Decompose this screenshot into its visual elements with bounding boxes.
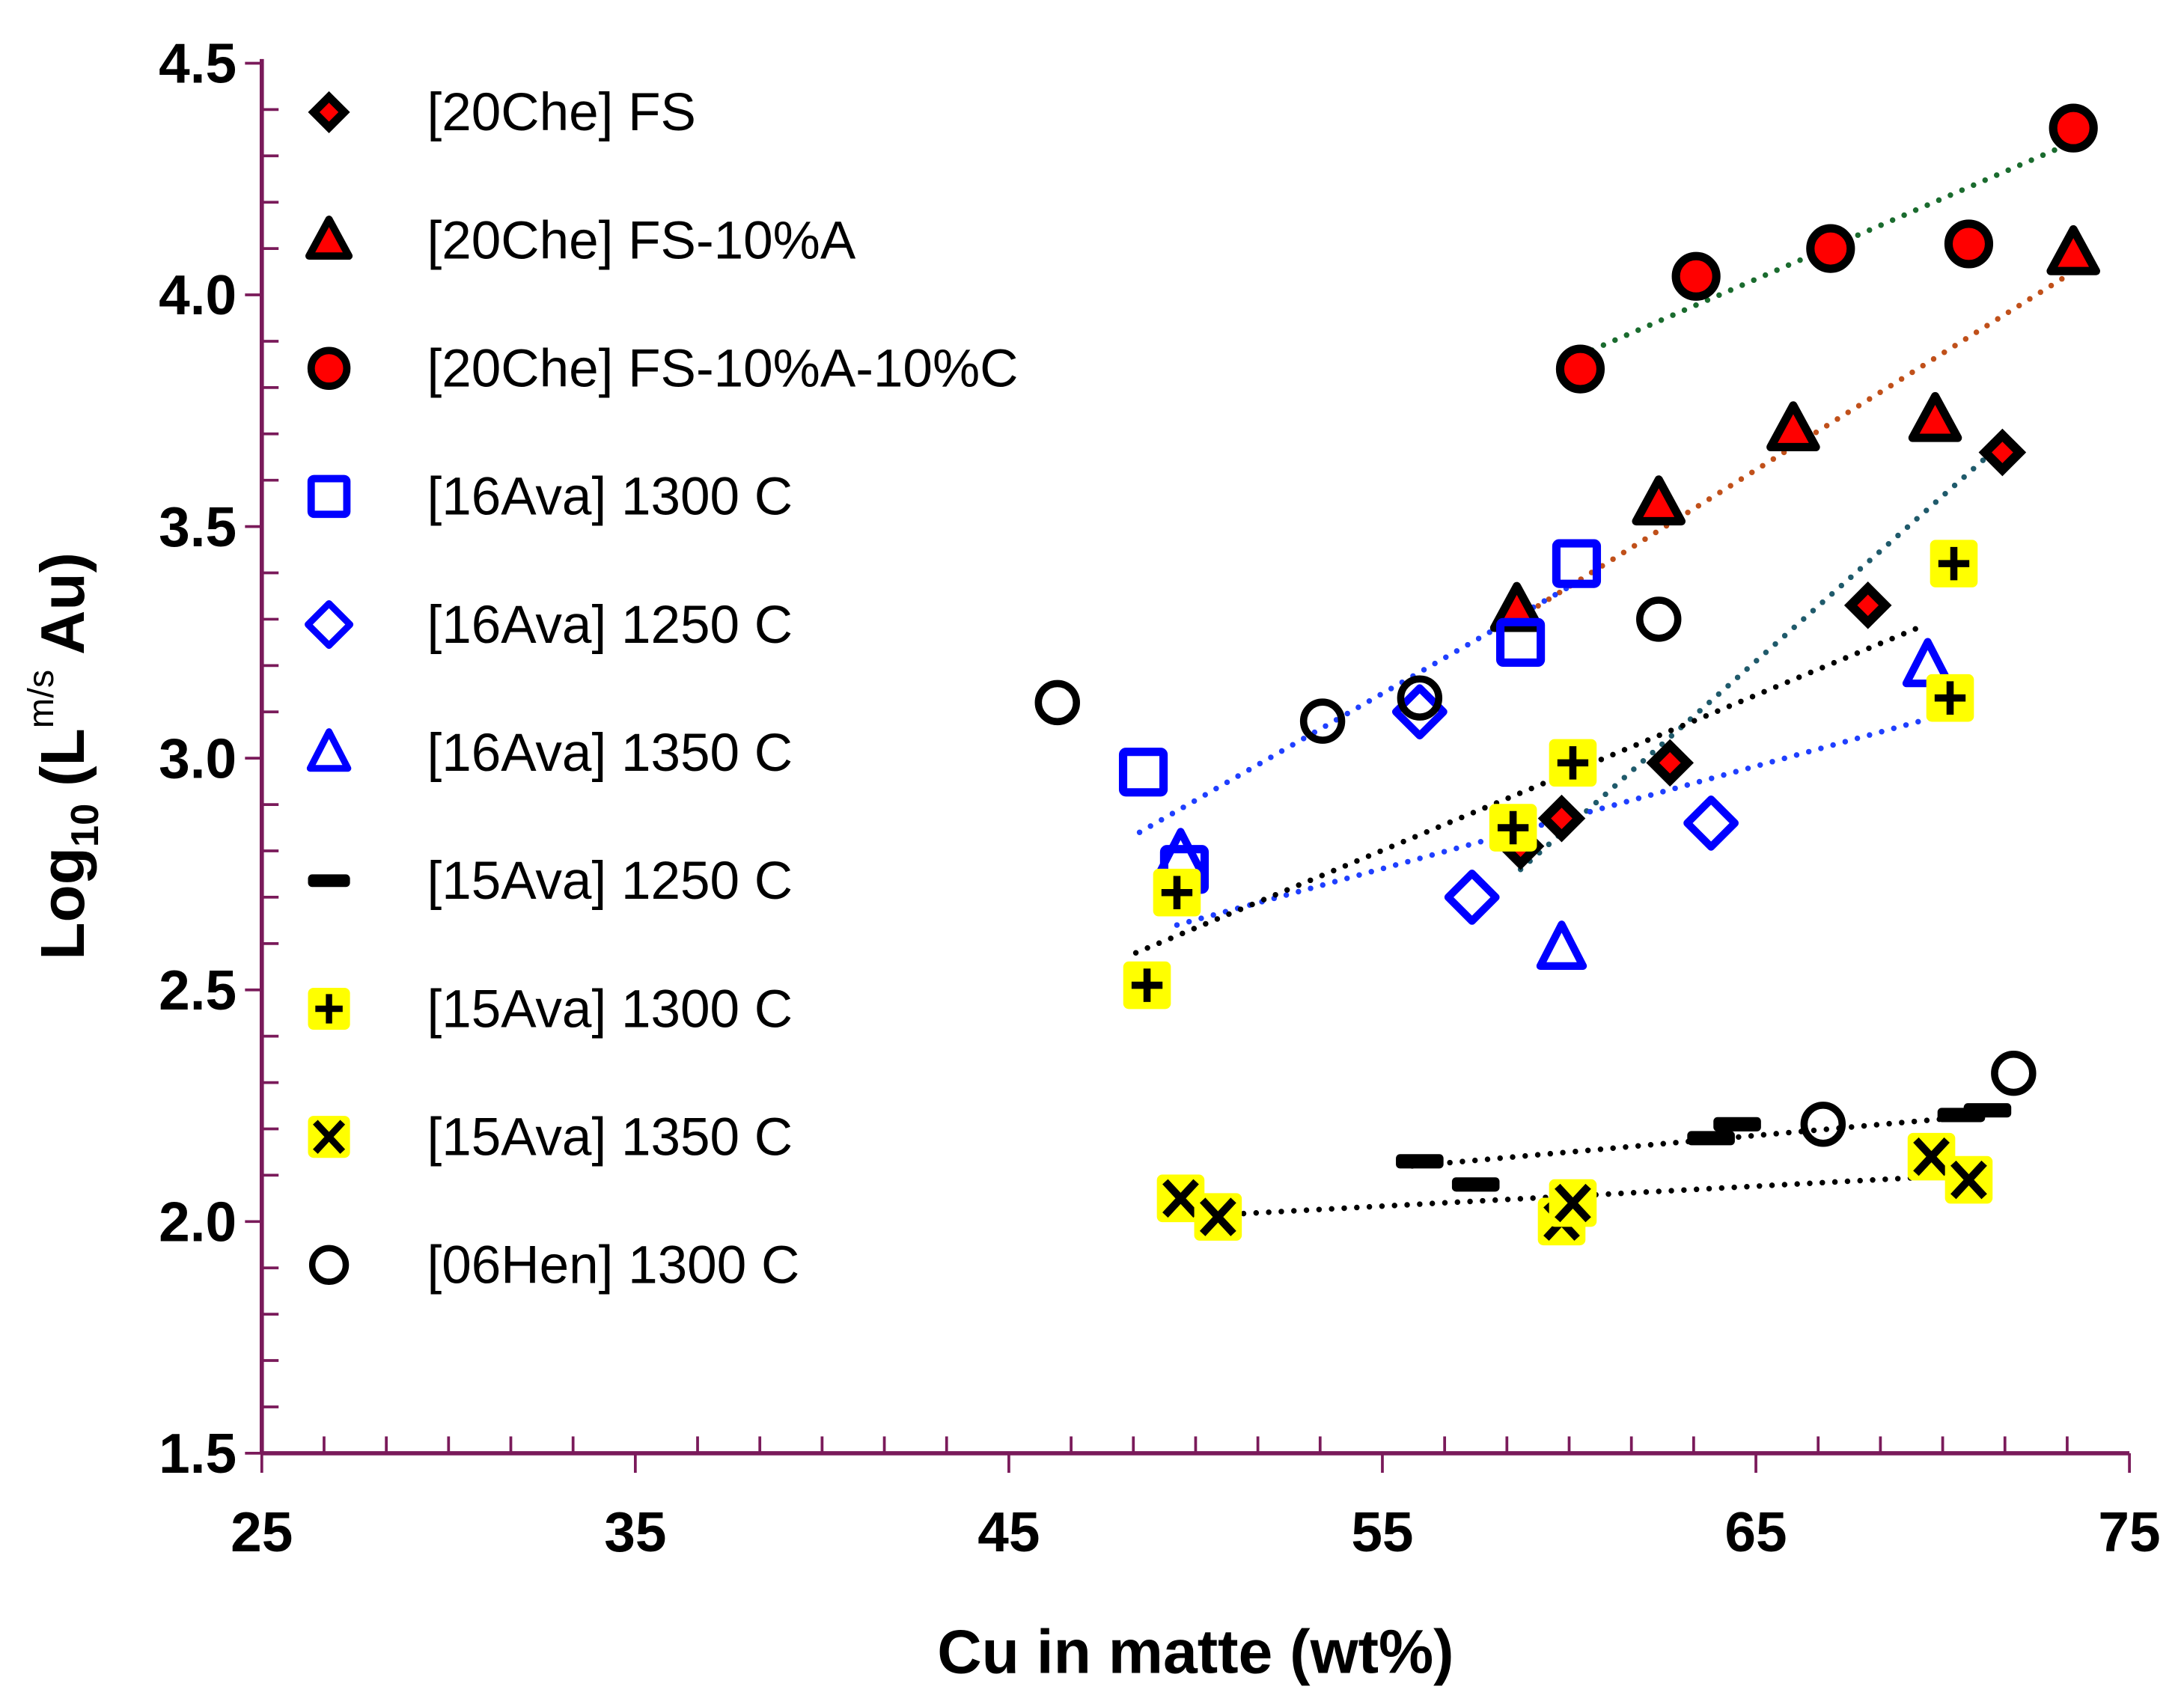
data-point-0 bbox=[1646, 739, 1695, 787]
x-tick-label: 35 bbox=[604, 1500, 666, 1563]
x-axis-label: Cu in matte (wt%) bbox=[937, 1618, 1454, 1687]
legend-label-2: [20Che] FS-10%A-10%C bbox=[427, 340, 1019, 399]
x-tick-label: 55 bbox=[1351, 1500, 1413, 1563]
data-point-9 bbox=[1299, 698, 1346, 744]
data-point-8 bbox=[1944, 1155, 1993, 1204]
data-point-2 bbox=[1671, 251, 1721, 301]
data-point-6 bbox=[1963, 1103, 2012, 1118]
legend-label-8: [15Ava] 1350 C bbox=[427, 1108, 793, 1167]
legend-label-1: [20Che] FS-10%A bbox=[427, 211, 856, 270]
data-point-6 bbox=[1451, 1177, 1500, 1192]
data-point-3 bbox=[1118, 748, 1168, 797]
trendline-7 bbox=[1132, 626, 1920, 956]
data-point-8 bbox=[1194, 1193, 1242, 1241]
data-point-9 bbox=[1800, 1102, 1846, 1147]
data-point-9 bbox=[1397, 675, 1443, 721]
legend-marker-8 bbox=[308, 1116, 350, 1158]
data-point-2 bbox=[2049, 103, 2098, 153]
data-point-1 bbox=[1908, 391, 1962, 442]
data-point-7 bbox=[1153, 868, 1201, 917]
x-tick-label: 65 bbox=[1724, 1500, 1787, 1563]
data-point-6 bbox=[1396, 1154, 1444, 1169]
data-point-4 bbox=[1444, 870, 1500, 925]
y-axis-label: Log10 (Lm/s Au) bbox=[21, 552, 107, 960]
legend-label-6: [15Ava] 1250 C bbox=[427, 852, 793, 911]
data-point-8 bbox=[1156, 1174, 1205, 1223]
data-point-6 bbox=[1687, 1131, 1735, 1146]
data-point-0 bbox=[1978, 428, 2027, 477]
data-point-1 bbox=[1632, 475, 1686, 526]
y-tick-label: 1.5 bbox=[159, 1422, 237, 1485]
legend-marker-7 bbox=[308, 987, 350, 1030]
x-tick-label: 45 bbox=[977, 1500, 1040, 1563]
data-point-7 bbox=[1930, 540, 1978, 587]
legend-marker-4 bbox=[305, 599, 354, 650]
legend-label-7: [15Ava] 1300 C bbox=[427, 980, 793, 1039]
data-point-1 bbox=[2046, 225, 2100, 275]
legend-marker-0 bbox=[308, 91, 350, 133]
data-point-3 bbox=[1552, 539, 1602, 588]
x-tick-label: 25 bbox=[231, 1500, 293, 1563]
y-tick-label: 4.5 bbox=[159, 32, 237, 95]
y-label-sub: 10 bbox=[64, 804, 107, 847]
data-point-3 bbox=[1496, 617, 1546, 667]
legend-marker-5 bbox=[306, 728, 352, 772]
data-point-9 bbox=[1636, 596, 1682, 642]
y-tick-label: 3.5 bbox=[159, 495, 237, 558]
data-point-9 bbox=[1991, 1050, 2037, 1096]
trendline-2 bbox=[1577, 138, 2076, 358]
data-points bbox=[1034, 103, 2100, 1246]
trendline-0 bbox=[1517, 440, 2006, 873]
legend-label-0: [20Che] FS bbox=[427, 83, 696, 142]
legend-label-3: [16Ava] 1300 C bbox=[427, 468, 793, 527]
data-point-4 bbox=[1683, 795, 1739, 851]
data-point-7 bbox=[1549, 739, 1597, 787]
y-tick-label: 2.5 bbox=[159, 959, 237, 1022]
data-point-6 bbox=[1713, 1117, 1761, 1132]
y-tick-label: 4.0 bbox=[159, 263, 237, 326]
data-point-7 bbox=[1489, 804, 1537, 852]
legend-label-5: [16Ava] 1350 C bbox=[427, 724, 793, 783]
legend-marker-9 bbox=[308, 1245, 350, 1285]
data-point-8 bbox=[1907, 1132, 1956, 1181]
data-point-7 bbox=[1926, 674, 1974, 722]
x-tick-label: 75 bbox=[2098, 1500, 2160, 1563]
legend-marker-3 bbox=[307, 474, 351, 519]
y-label-sup: m/s bbox=[21, 670, 61, 728]
y-label-rest: Au) bbox=[28, 552, 97, 670]
legend-label-4: [16Ava] 1250 C bbox=[427, 596, 793, 655]
data-point-2 bbox=[1806, 224, 1855, 273]
legend: [20Che] FS [20Che] FS-10%A [20Che] FS-10%A… bbox=[305, 83, 1019, 1295]
data-point-9 bbox=[1034, 680, 1080, 726]
y-tick-label: 3.0 bbox=[159, 727, 237, 790]
data-point-1 bbox=[1489, 581, 1544, 632]
y-tick-label: 2.0 bbox=[159, 1191, 237, 1253]
legend-marker-2 bbox=[307, 346, 351, 390]
legend-marker-6 bbox=[308, 874, 350, 888]
y-label-log: Log bbox=[28, 847, 97, 960]
data-point-8 bbox=[1549, 1179, 1597, 1227]
legend-label-9: [06Hen] 1300 C bbox=[427, 1236, 800, 1295]
data-point-5 bbox=[1536, 920, 1587, 970]
data-point-0 bbox=[1537, 794, 1586, 843]
data-point-0 bbox=[1843, 581, 1892, 629]
legend-marker-1 bbox=[305, 216, 353, 260]
data-point-2 bbox=[1944, 219, 1994, 269]
y-label-open: (L bbox=[28, 728, 97, 804]
data-point-2 bbox=[1555, 344, 1605, 394]
data-point-1 bbox=[1766, 401, 1820, 452]
data-point-7 bbox=[1123, 961, 1171, 1010]
axes: 1.5 2.0 2.5 3.0 3.5 4.0 4.5 25 35 45 55 65 75 bbox=[159, 32, 2161, 1563]
